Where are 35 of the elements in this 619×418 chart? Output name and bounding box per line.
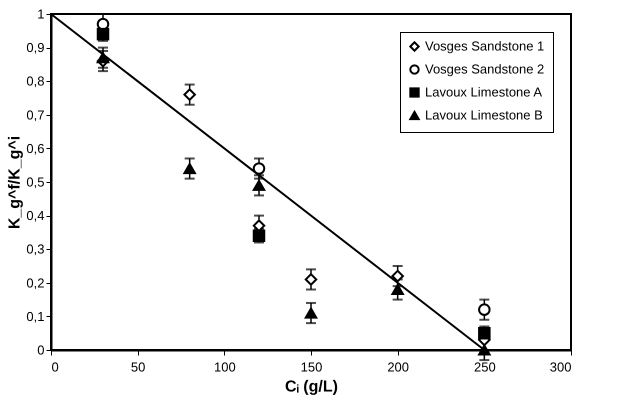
y-tick-label: 0,1 [26, 308, 44, 324]
point [304, 308, 318, 319]
x-tick-label: 50 [130, 360, 146, 374]
y-tick-label: 0,5 [26, 174, 44, 190]
y-tick-label: 0,2 [26, 275, 44, 290]
y-tick-label: 0,6 [26, 140, 44, 156]
x-tick-label: 300 [550, 360, 572, 374]
point [391, 284, 404, 296]
legend-label: Vosges Sandstone 2 [425, 62, 544, 76]
y-tick-label: 0,7 [26, 107, 44, 122]
point [478, 344, 491, 356]
x-axis-title: Cᵢ (g/L) [285, 378, 338, 396]
y-tick-label: 0,3 [26, 242, 44, 257]
point [183, 88, 196, 101]
legend-label: Lavoux Limestone A [425, 84, 542, 100]
point [391, 270, 404, 282]
point [252, 162, 266, 175]
point [96, 52, 110, 64]
point [478, 303, 491, 316]
y-tick-label: 0,8 [26, 74, 44, 89]
y-tick-label: 0 [37, 342, 44, 358]
point [183, 163, 196, 174]
legend-label: Lavoux Limestone B [425, 108, 543, 122]
y-tick-label: 0,4 [26, 208, 44, 224]
point [252, 180, 266, 191]
legend-label: Vosges Sandstone 1 [425, 38, 544, 54]
x-tick-label: 150 [300, 360, 322, 374]
x-tick-label: 200 [387, 360, 410, 374]
x-tick-label: 100 [214, 360, 236, 374]
y-tick-label: 0,9 [26, 40, 44, 56]
x-tick-label: 250 [474, 360, 496, 374]
y-axis-title: K_g^f/K_g^i [6, 136, 24, 230]
y-tick-label: 1 [37, 6, 44, 22]
x-tick-label: 0 [52, 360, 59, 374]
point [304, 273, 318, 286]
